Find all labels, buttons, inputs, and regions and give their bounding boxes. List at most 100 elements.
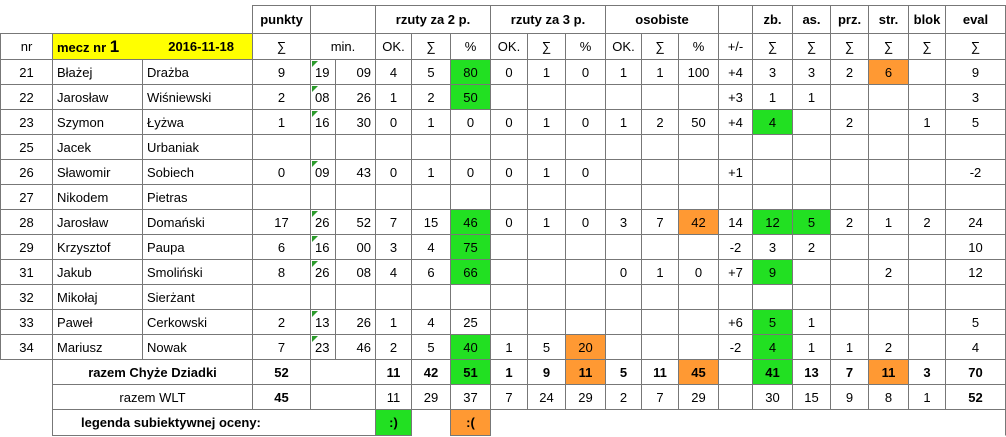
cell-nr: 25 — [0, 134, 53, 160]
cell-p2: 50 — [450, 84, 491, 110]
total-prz: 9 — [830, 384, 869, 410]
cell-pm: +3 — [718, 84, 753, 110]
cell-s3 — [527, 134, 566, 160]
total-as: 13 — [792, 359, 831, 385]
cell-p2: 40 — [450, 334, 491, 360]
cell-prz — [830, 84, 869, 110]
cell-as — [792, 184, 831, 210]
cell-last: Łyżwa — [142, 109, 253, 135]
cell-mm — [310, 184, 336, 210]
cell-s3: 1 — [527, 59, 566, 85]
total-zb: 41 — [752, 359, 793, 385]
cell-eval: 10 — [945, 234, 1006, 260]
cell-eval — [945, 184, 1006, 210]
total-ok3: 7 — [490, 384, 528, 410]
cell-p3: 20 — [565, 334, 606, 360]
cell-eval: 3 — [945, 84, 1006, 110]
cell-p3 — [565, 234, 606, 260]
total-pts: 52 — [252, 359, 311, 385]
legend-bad: :( — [450, 409, 491, 436]
cell-as: 3 — [792, 59, 831, 85]
cell-so — [641, 234, 679, 260]
cell-s2: 5 — [411, 59, 451, 85]
cell-eval: 9 — [945, 59, 1006, 85]
sub-header: +/- — [718, 33, 753, 60]
sub-header: OK. — [490, 33, 528, 60]
cell-ok2: 0 — [375, 109, 412, 135]
cell-first: Mikołaj — [52, 284, 143, 310]
cell-eval: 12 — [945, 259, 1006, 285]
cell-as: 2 — [792, 234, 831, 260]
cell-p3: 0 — [565, 109, 606, 135]
cell-pm: +4 — [718, 59, 753, 85]
cell-first: Jarosław — [52, 84, 143, 110]
cell-str — [868, 184, 909, 210]
total-str: 8 — [868, 384, 909, 410]
cell-ok3 — [490, 259, 528, 285]
cell-po — [678, 234, 719, 260]
cell-eval: 5 — [945, 109, 1006, 135]
cell-s2: 1 — [411, 109, 451, 135]
group-header: eval — [945, 5, 1006, 34]
cell-prz — [830, 184, 869, 210]
group-header: punkty — [252, 5, 311, 34]
cell-p2: 0 — [450, 109, 491, 135]
total-label: razem WLT — [52, 384, 253, 410]
cell-so — [641, 284, 679, 310]
sub-header: ∑ — [830, 33, 869, 60]
group-header: blok — [908, 5, 946, 34]
cell-ms: 30 — [335, 109, 376, 135]
cell-so: 1 — [641, 259, 679, 285]
blank-cell — [490, 409, 1006, 436]
cell-so — [641, 134, 679, 160]
cell-s2 — [411, 284, 451, 310]
cell-last: Cerkowski — [142, 309, 253, 335]
cell-ok2: 4 — [375, 259, 412, 285]
cell-oko — [605, 234, 642, 260]
cell-as — [792, 259, 831, 285]
cell-prz — [830, 284, 869, 310]
cell-nr: 29 — [0, 234, 53, 260]
cell-p2: 75 — [450, 234, 491, 260]
legend-good: :) — [375, 409, 412, 436]
cell-oko — [605, 184, 642, 210]
sub-header: ∑ — [641, 33, 679, 60]
cell-prz: 2 — [830, 209, 869, 235]
cell-pts: 2 — [252, 84, 311, 110]
total-s2: 42 — [411, 359, 451, 385]
cell-ok2 — [375, 184, 412, 210]
cell-ok3 — [490, 84, 528, 110]
cell-oko: 1 — [605, 59, 642, 85]
cell-str: 2 — [868, 259, 909, 285]
cell-pm — [718, 184, 753, 210]
cell-mm: 08 — [310, 84, 336, 110]
cell-so: 1 — [641, 59, 679, 85]
cell-so — [641, 84, 679, 110]
cell-so — [641, 334, 679, 360]
cell-s2: 1 — [411, 159, 451, 185]
sub-header: ∑ — [792, 33, 831, 60]
cell-mm: 13 — [310, 309, 336, 335]
cell-prz — [830, 309, 869, 335]
cell-oko — [605, 309, 642, 335]
match-title: mecz nr 1 — [57, 37, 119, 57]
cell-last: Wiśniewski — [142, 84, 253, 110]
cell-prz — [830, 159, 869, 185]
comment-marker — [312, 336, 318, 342]
sub-header: ∑ — [527, 33, 566, 60]
cell-zb — [752, 134, 793, 160]
total-oko: 2 — [605, 384, 642, 410]
total-ok3: 1 — [490, 359, 528, 385]
cell-prz: 2 — [830, 59, 869, 85]
cell-po — [678, 134, 719, 160]
cell-so: 7 — [641, 209, 679, 235]
total-eval: 52 — [945, 384, 1006, 410]
total-str: 11 — [868, 359, 909, 385]
cell-so — [641, 309, 679, 335]
blank-cell — [310, 5, 376, 34]
cell-nr: 31 — [0, 259, 53, 285]
cell-last: Drażba — [142, 59, 253, 85]
cell-s3 — [527, 259, 566, 285]
blank-cell — [310, 384, 376, 410]
group-header: rzuty za 3 p. — [490, 5, 606, 34]
